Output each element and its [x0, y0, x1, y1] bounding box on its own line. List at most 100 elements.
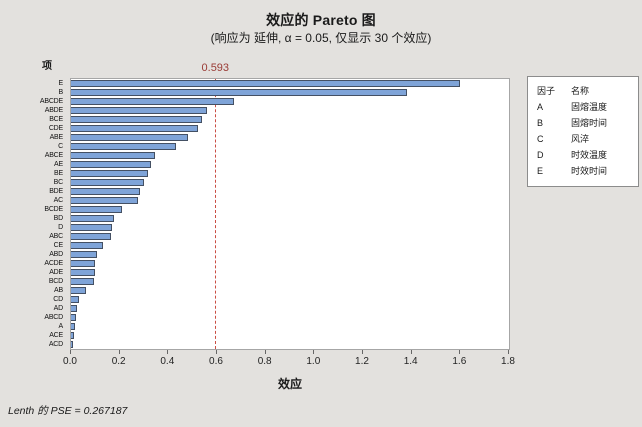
bar-ABE: [71, 133, 188, 141]
x-tick-label: 0.2: [111, 356, 126, 367]
x-tick-label: 1.0: [306, 356, 321, 367]
bar-AD: [71, 304, 78, 312]
reference-line-label: 0.593: [201, 62, 230, 74]
x-tick: [313, 350, 315, 354]
bar-D: [71, 223, 113, 231]
y-label-AB: AB: [54, 287, 63, 294]
bar-BDE: [71, 187, 141, 195]
bar-CDE: [71, 124, 198, 132]
x-tick-label: 1.4: [403, 356, 418, 367]
bar-E: [71, 79, 461, 87]
y-label-ABCD: ABCD: [44, 314, 63, 321]
bar-A: [71, 322, 75, 330]
legend-row-D: D 时效温度: [537, 147, 630, 163]
bar-ABCD: [71, 313, 77, 321]
bar-B: [71, 88, 407, 96]
bar-BD: [71, 214, 114, 222]
legend: 因子 名称 A 固熔温度 B 固熔时间 C 风淬 D 时效温度 E 时效时间: [527, 76, 639, 187]
x-tick: [167, 350, 169, 354]
y-label-ABCDE: ABCDE: [39, 98, 63, 105]
y-label-ACDE: ACDE: [44, 260, 63, 267]
legend-factor: D: [537, 150, 544, 160]
x-tick-label: 1.6: [452, 356, 467, 367]
x-tick-label: 0.8: [257, 356, 272, 367]
y-label-B: B: [58, 89, 64, 96]
bar-ADE: [71, 268, 95, 276]
bar-BC: [71, 178, 144, 186]
bar-AE: [71, 160, 152, 168]
y-label-ABC: ABC: [49, 233, 63, 240]
x-tick-label: 0.0: [63, 356, 77, 367]
x-tick-label: 0.6: [209, 356, 223, 367]
bar-BCE: [71, 115, 203, 123]
chart-title: 效应的 Pareto 图: [266, 12, 376, 28]
y-label-ABD: ABD: [49, 251, 63, 258]
y-label-BE: BE: [54, 170, 63, 177]
plot-area: 0.593: [70, 62, 510, 350]
legend-factor: C: [537, 134, 544, 144]
x-tick: [410, 350, 412, 354]
bar-C: [71, 142, 176, 150]
x-tick: [508, 350, 509, 354]
x-tick-label: 1.2: [355, 356, 369, 367]
bar-AC: [71, 196, 138, 204]
y-label-AE: AE: [54, 161, 63, 168]
legend-name: 固熔温度: [571, 102, 608, 112]
legend-header-factor: 因子: [537, 86, 556, 96]
legend-name: 时效时间: [571, 166, 608, 176]
y-label-A: A: [58, 323, 64, 330]
x-tick: [362, 350, 363, 354]
y-label-BDE: BDE: [49, 188, 63, 195]
bar-ABC: [71, 232, 112, 240]
bar-ACE: [71, 331, 74, 339]
y-label-AD: AD: [53, 305, 64, 312]
bar-AB: [71, 286, 87, 294]
x-tick-label: 0.4: [160, 356, 175, 367]
legend-factor: B: [537, 118, 544, 128]
y-label-ABE: ABE: [49, 134, 64, 141]
bar-CE: [71, 241, 103, 249]
y-axis-labels: E B ABCDE ABDE BCE CDE ABE C ABCE AE BE BC BDE AC BCDE…: [0, 78, 66, 350]
legend-entries: A 固熔温度 B 固熔时间 C 风淬 D 时效温度 E 时效时间: [537, 99, 630, 179]
y-label-E: E: [58, 80, 64, 87]
x-tick: [118, 350, 120, 354]
reference-line: [215, 79, 217, 349]
bar-ABCDE: [71, 97, 235, 105]
bar-ACD: [71, 340, 73, 348]
x-tick: [459, 350, 461, 354]
bar-BCD: [71, 277, 95, 285]
legend-header-row: 因子 名称: [537, 83, 630, 99]
y-label-BCDE: BCDE: [44, 206, 63, 213]
bar-ACDE: [71, 259, 96, 267]
x-tick: [216, 350, 217, 354]
bar-BE: [71, 169, 148, 177]
legend-name: 时效温度: [571, 150, 608, 160]
y-label-CDE: CDE: [48, 125, 63, 132]
bar-CD: [71, 295, 80, 303]
y-axis-title: 项: [42, 61, 52, 72]
y-label-BD: BD: [53, 215, 64, 222]
y-label-D: D: [58, 224, 63, 231]
x-tick-label: 1.8: [501, 356, 515, 367]
x-tick: [264, 350, 266, 354]
y-label-ABDE: ABDE: [44, 107, 63, 114]
legend-row-B: B 固熔时间: [537, 115, 630, 131]
bar-ABD: [71, 250, 97, 258]
x-axis-ticks: 0.0 0.2 0.4 0.6 0.8 1.0 1.2 1.4 1.6 1.8: [63, 350, 515, 372]
y-label-ADE: ADE: [49, 269, 63, 276]
y-label-CD: CD: [53, 296, 63, 303]
y-label-BC: BC: [53, 179, 64, 186]
x-axis-title: 效应: [277, 377, 302, 391]
bar-ABCE: [71, 151, 155, 159]
legend-name: 风淬: [571, 134, 590, 144]
y-label-AC: AC: [53, 197, 64, 204]
x-tick: [70, 350, 71, 354]
y-label-ACD: ACD: [48, 341, 63, 348]
y-label-ACE: ACE: [49, 332, 63, 339]
legend-row-A: A 固熔温度: [537, 99, 630, 115]
legend-row-C: C 风淬: [537, 131, 630, 147]
chart-subtitle: (响应为 延伸, α = 0.05, 仅显示 30 个效应): [210, 31, 432, 45]
legend-name: 固熔时间: [571, 118, 608, 128]
y-label-C: C: [58, 143, 63, 150]
